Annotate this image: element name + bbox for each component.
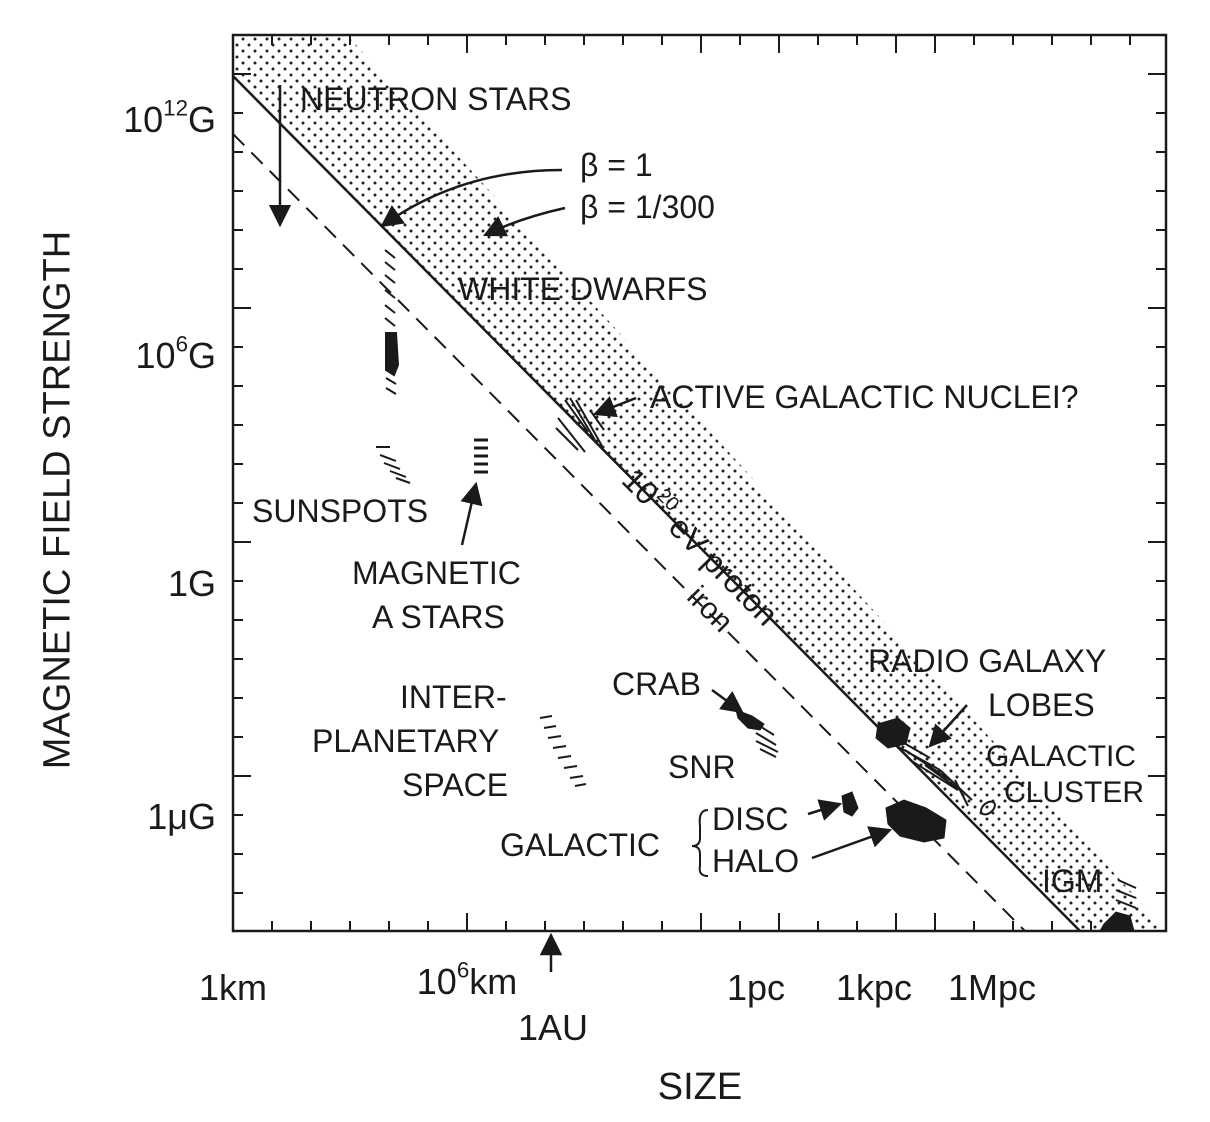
disc-arrow: [807, 799, 843, 821]
label-neutron-stars: NEUTRON STARS: [300, 81, 572, 117]
agn-region: [555, 397, 605, 453]
proton-line: [233, 75, 1081, 931]
magnetic-a-stars-region: [474, 438, 488, 474]
galactic-disc-region: [841, 791, 859, 817]
iron-line: [233, 133, 1026, 931]
agn-arrow: [592, 396, 637, 418]
igm-region: [1099, 879, 1137, 932]
label-snr: SNR: [668, 749, 736, 785]
x-tick-label-1kpc: 1kpc: [835, 967, 913, 1008]
x-tick-label-1pc: 1pc: [726, 967, 786, 1008]
annotation-arrows: [268, 85, 968, 972]
label-planetary: PLANETARY: [312, 723, 500, 759]
sunspots-region: [376, 446, 411, 484]
x-tick-label-1e6km: 106km: [416, 957, 518, 1002]
interplanetary-region: [539, 715, 587, 787]
crab-region: [735, 709, 765, 731]
x-tick-label-1au: 1AU: [517, 1007, 589, 1048]
y-axis-label: MAGNETIC FIELD STRENGTH: [36, 230, 79, 770]
label-white-dwarfs: WHITE DWARFS: [458, 271, 708, 307]
beta-band: [233, 35, 1166, 931]
y-tick-label-1g: 1G: [167, 563, 216, 604]
label-agn: ACTIVE GALACTIC NUCLEI?: [650, 379, 1079, 415]
y-tick-label-1e12: 1012G: [123, 95, 216, 140]
beta300-arrow: [482, 206, 566, 237]
label-magnetic: MAGNETIC: [352, 555, 521, 591]
white-dwarfs-region: [384, 249, 400, 395]
a-stars-arrow: [460, 481, 483, 546]
y-axis-ticks: [233, 73, 1166, 894]
crab-arrow: [711, 688, 744, 714]
beta1-arrow: [380, 168, 563, 228]
label-galactic: GALACTIC: [500, 827, 661, 863]
label-radio-galaxy: RADIO GALAXY: [868, 643, 1107, 679]
x-tick-label-1km: 1km: [198, 967, 268, 1008]
y-tick-label-1e6: 106G: [135, 331, 216, 376]
label-crab: CRAB: [612, 666, 701, 702]
label-space: SPACE: [402, 767, 509, 803]
radio-lobes-region: [875, 717, 973, 807]
label-igm: IGM: [1042, 863, 1103, 899]
label-galactic-cluster-1: GALACTIC: [986, 740, 1137, 773]
label-disc: DISC: [712, 801, 789, 837]
radio-lobes-arrow: [928, 704, 968, 748]
label-lobes: LOBES: [988, 687, 1095, 723]
x-axis-label: SIZE: [657, 1066, 743, 1108]
data-regions: [376, 249, 1137, 932]
snr-region: [755, 724, 779, 758]
label-sunspots: SUNSPOTS: [252, 493, 429, 529]
halo-arrow: [811, 826, 893, 860]
label-halo: HALO: [712, 843, 800, 879]
label-beta-1-300: β = 1/300: [580, 189, 715, 225]
label-a-stars: A STARS: [372, 599, 505, 635]
label-inter: INTER-: [400, 679, 507, 715]
y-tick-label-1ug: 1μG: [147, 796, 216, 837]
plot-frame: [231, 33, 1168, 933]
label-galactic-cluster-2: CLUSTER: [1004, 776, 1145, 809]
galactic-brace: [691, 809, 709, 877]
x-tick-label-1mpc: 1Mpc: [947, 967, 1037, 1008]
label-beta-1: β = 1: [580, 147, 653, 183]
galactic-cluster-region: [980, 800, 996, 816]
galactic-halo-region: [885, 799, 947, 843]
